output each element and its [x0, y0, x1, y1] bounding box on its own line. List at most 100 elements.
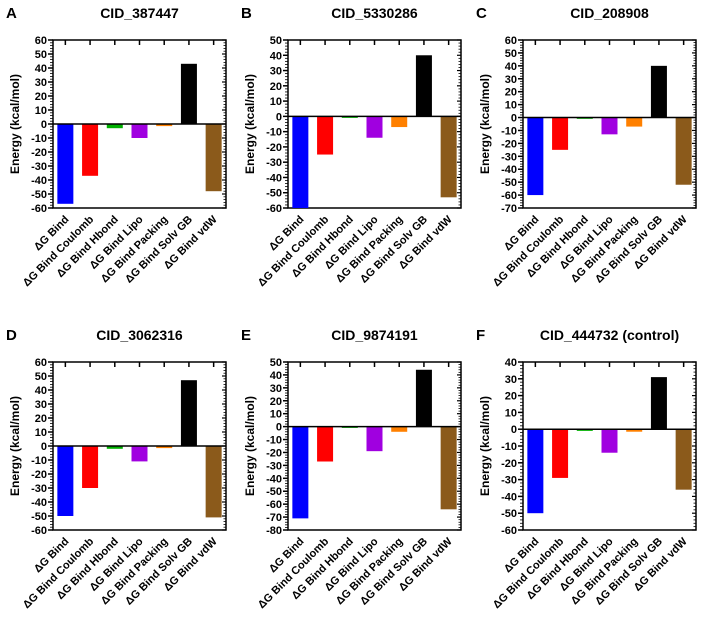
bar: [131, 124, 148, 138]
y-tick-label: -40: [501, 164, 517, 176]
y-tick-label: 20: [270, 81, 282, 93]
panel-letter: F: [476, 327, 485, 344]
y-tick-label: -40: [31, 175, 47, 187]
y-tick-label: 0: [41, 441, 47, 453]
y-tick-label: 50: [270, 35, 282, 47]
chart-panel-c: C CID_208908 Energy (kcal/mol) -70-60-50-40…: [476, 5, 697, 289]
bar: [106, 446, 123, 449]
y-tick-label: 40: [35, 385, 47, 397]
y-tick-label: -50: [501, 508, 517, 520]
bar: [341, 116, 358, 118]
y-tick-label: -80: [266, 525, 282, 537]
bar: [415, 55, 432, 117]
y-tick-label: -10: [31, 133, 47, 145]
bar: [106, 124, 123, 129]
bar: [391, 426, 408, 432]
y-tick-label: 0: [276, 422, 282, 434]
bar: [205, 446, 222, 518]
y-tick-label: 60: [35, 35, 47, 47]
y-tick-label: 30: [35, 399, 47, 411]
bar: [552, 429, 569, 478]
chart-panel-f: F CID_444732 (control) Energy (kcal/mol) -6…: [476, 327, 697, 611]
y-tick-label: -30: [501, 151, 517, 163]
y-tick-label: -50: [31, 511, 47, 523]
y-tick-label: 0: [511, 113, 517, 125]
y-tick-label: -10: [501, 441, 517, 453]
y-tick-label: -50: [31, 189, 47, 201]
chart-title: CID_3062316: [96, 327, 183, 343]
chart-panel-e: E CID_9874191 Energy (kcal/mol) -80-70-60-5…: [241, 327, 462, 611]
y-tick-label: -40: [266, 473, 282, 485]
y-tick-label: -30: [501, 475, 517, 487]
y-tick-label: 20: [35, 413, 47, 425]
y-tick-label: -40: [501, 491, 517, 503]
y-tick-label: -50: [266, 188, 282, 200]
bar: [576, 429, 593, 431]
y-tick-label: -60: [501, 190, 517, 202]
y-tick-label: 0: [276, 111, 282, 123]
panel-letter: E: [241, 327, 251, 344]
bar: [366, 426, 383, 452]
y-tick-label: -30: [31, 161, 47, 173]
bar: [156, 124, 173, 127]
bar: [317, 426, 334, 462]
bar: [391, 116, 408, 128]
bar: [601, 117, 618, 135]
y-tick-label: -60: [501, 525, 517, 537]
y-tick-label: -60: [31, 525, 47, 537]
y-tick-label: -40: [31, 497, 47, 509]
bar: [650, 377, 667, 430]
y-tick-label: 40: [35, 63, 47, 75]
chart-panel-a: A CID_387447 Energy (kcal/mol) -60 -50 -40 -30…: [6, 5, 227, 289]
y-tick-label: 10: [35, 105, 47, 117]
panel-letter: A: [6, 5, 17, 22]
y-tick-label: 40: [270, 50, 282, 62]
y-axis-label: Energy (kcal/mol): [8, 74, 22, 174]
bar: [366, 116, 383, 138]
y-axis-label: Energy (kcal/mol): [478, 396, 492, 496]
y-tick-label: 60: [505, 35, 517, 47]
bar: [180, 63, 197, 124]
y-tick-label: 30: [505, 374, 517, 386]
chart-panel-d: D CID_3062316 Energy (kcal/mol) -60 -50 -40 -3…: [6, 327, 227, 611]
y-tick-label: -30: [266, 460, 282, 472]
panel-letter: B: [241, 5, 252, 22]
y-tick-label: 10: [270, 409, 282, 421]
y-tick-label: 20: [35, 91, 47, 103]
y-tick-label: 10: [270, 96, 282, 108]
y-tick-label: -10: [31, 455, 47, 467]
bar: [156, 446, 173, 449]
chart-title: CID_5330286: [331, 5, 418, 21]
y-tick-label: 40: [270, 370, 282, 382]
y-tick-label: -20: [31, 469, 47, 481]
bar: [552, 117, 569, 150]
bar: [440, 426, 457, 510]
chart-title: CID_9874191: [331, 327, 418, 343]
y-tick-label: -20: [266, 142, 282, 154]
y-axis-label: Energy (kcal/mol): [8, 396, 22, 496]
bar: [82, 124, 99, 176]
y-tick-label: 30: [270, 66, 282, 78]
bar: [626, 429, 643, 432]
y-tick-label: 20: [270, 396, 282, 408]
y-tick-label: -20: [501, 138, 517, 150]
panel-letter: D: [6, 327, 17, 344]
bar: [57, 124, 74, 204]
bar: [527, 117, 544, 196]
panel-letter: C: [476, 5, 487, 22]
y-tick-label: -70: [501, 203, 517, 215]
y-tick-label: -20: [31, 147, 47, 159]
chart-title: CID_444732 (control): [540, 327, 679, 343]
bar: [415, 369, 432, 427]
y-tick-label: -60: [266, 499, 282, 511]
y-tick-label: 30: [505, 74, 517, 86]
y-tick-label: -40: [266, 172, 282, 184]
y-tick-label: -70: [266, 512, 282, 524]
y-tick-label: -10: [266, 127, 282, 139]
bar: [650, 65, 667, 118]
y-tick-label: 30: [270, 383, 282, 395]
y-tick-label: 20: [505, 87, 517, 99]
bar: [205, 124, 222, 192]
y-axis-label: Energy (kcal/mol): [243, 74, 257, 174]
y-axis-label: Energy (kcal/mol): [478, 74, 492, 174]
